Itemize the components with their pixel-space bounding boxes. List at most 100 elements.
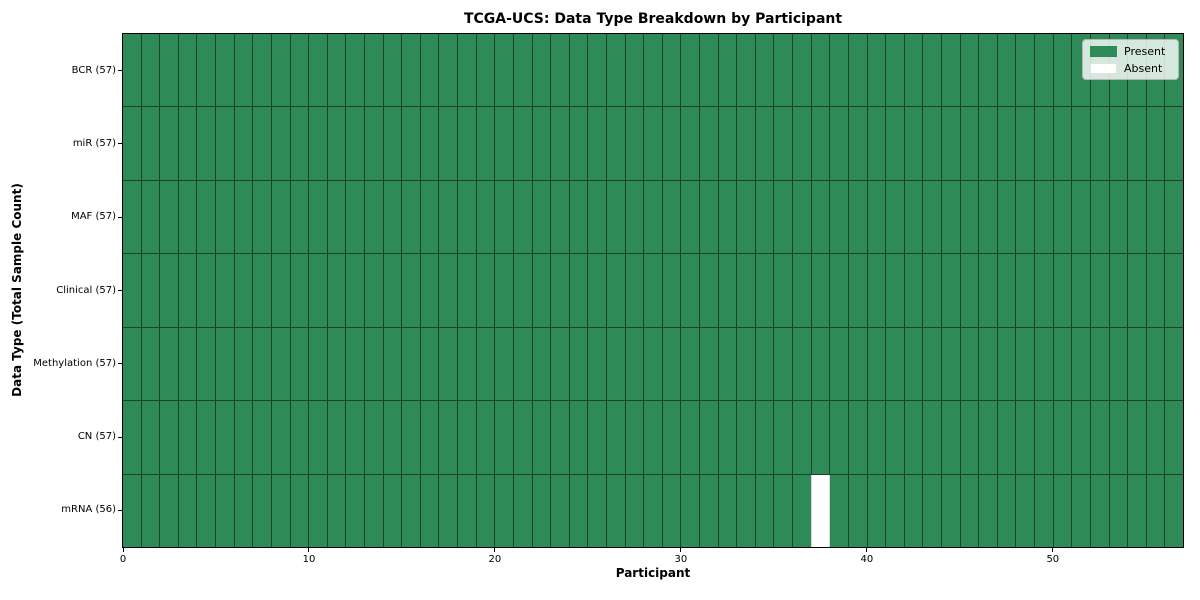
cell-MAF-p12-present <box>346 180 364 254</box>
cell-CN-p40-present <box>867 401 886 474</box>
cell-Clinical-p52-present <box>1090 254 1109 327</box>
cell-Methylation-p31-present <box>700 327 718 401</box>
cell-miR-p35-present <box>774 107 793 180</box>
cell-mRNA-p14-present <box>383 474 402 547</box>
cell-Clinical-p19-present <box>476 254 495 327</box>
cell-MAF-p5-present <box>216 180 234 254</box>
cell-MAF-p23-present <box>551 180 569 254</box>
cell-BCR-p15-present <box>402 34 420 107</box>
cell-Methylation-p12-present <box>346 327 364 401</box>
cell-miR-p23-present <box>551 107 569 180</box>
cell-Clinical-p41-present <box>886 254 904 327</box>
cell-Clinical-p34-present <box>755 254 774 327</box>
cell-CN-p15-present <box>402 401 420 474</box>
cell-CN-p21-present <box>513 401 532 474</box>
cell-MAF-p56-present <box>1165 180 1183 254</box>
y-tick-mark <box>118 363 122 365</box>
cell-MAF-p24-present <box>569 180 588 254</box>
cell-Methylation-p45-present <box>960 327 979 401</box>
cell-CN-p31-present <box>700 401 718 474</box>
cell-mRNA-p24-present <box>569 474 588 547</box>
cell-Clinical-p49-present <box>1035 254 1053 327</box>
cell-miR-p37-present <box>811 107 830 180</box>
cell-mRNA-p2-present <box>160 474 178 547</box>
cell-miR-p43-present <box>923 107 942 180</box>
cell-mRNA-p19-present <box>476 474 495 547</box>
chart-title: TCGA-UCS: Data Type Breakdown by Partici… <box>463 11 843 27</box>
cell-Methylation-p10-present <box>309 327 327 401</box>
cell-Clinical-p42-present <box>904 254 923 327</box>
cell-Methylation-p46-present <box>979 327 997 401</box>
cell-BCR-p11-present <box>327 34 346 107</box>
cell-mRNA-p44-present <box>942 474 960 547</box>
cell-BCR-p41-present <box>886 34 904 107</box>
cell-CN-p36-present <box>793 401 811 474</box>
cell-CN-p16-present <box>420 401 439 474</box>
cell-Methylation-p23-present <box>551 327 569 401</box>
cell-mRNA-p6-present <box>234 474 253 547</box>
cell-Clinical-p18-present <box>458 254 476 327</box>
cell-mRNA-p34-present <box>755 474 774 547</box>
cell-MAF-p28-present <box>644 180 662 254</box>
cell-Methylation-p6-present <box>234 327 253 401</box>
cell-mRNA-p35-present <box>774 474 793 547</box>
x-tick-label-20: 20 <box>488 554 502 565</box>
cell-CN-p13-present <box>364 401 383 474</box>
y-tick-label-Clinical: Clinical (57) <box>56 284 116 296</box>
cell-mRNA-p12-present <box>346 474 364 547</box>
cell-mRNA-p18-present <box>458 474 476 547</box>
cell-miR-p27-present <box>625 107 644 180</box>
cell-MAF-p26-present <box>606 180 625 254</box>
x-tick-mark <box>308 548 310 552</box>
cell-Methylation-p48-present <box>1016 327 1035 401</box>
legend-entry-present: Present <box>1090 44 1171 58</box>
cell-miR-p55-present <box>1146 107 1165 180</box>
cell-MAF-p21-present <box>513 180 532 254</box>
cell-CN-p47-present <box>997 401 1016 474</box>
cell-MAF-p34-present <box>755 180 774 254</box>
cell-CN-p33-present <box>737 401 755 474</box>
cell-Clinical-p53-present <box>1109 254 1128 327</box>
cell-BCR-p49-present <box>1035 34 1053 107</box>
cell-Clinical-p5-present <box>216 254 234 327</box>
cell-Methylation-p16-present <box>420 327 439 401</box>
cell-Clinical-p35-present <box>774 254 793 327</box>
cell-Methylation-p5-present <box>216 327 234 401</box>
cell-BCR-p31-present <box>700 34 718 107</box>
cell-CN-p51-present <box>1072 401 1090 474</box>
cell-miR-p54-present <box>1128 107 1146 180</box>
cell-Clinical-p43-present <box>923 254 942 327</box>
cell-Clinical-p23-present <box>551 254 569 327</box>
cell-BCR-p39-present <box>848 34 867 107</box>
cell-Clinical-p36-present <box>793 254 811 327</box>
cell-MAF-p38-present <box>830 180 848 254</box>
cell-BCR-p33-present <box>737 34 755 107</box>
y-tick-mark <box>118 436 122 438</box>
cell-miR-p31-present <box>700 107 718 180</box>
cell-BCR-p4-present <box>197 34 216 107</box>
cell-Methylation-p32-present <box>718 327 737 401</box>
cell-miR-p20-present <box>495 107 513 180</box>
cell-Clinical-p4-present <box>197 254 216 327</box>
cell-Clinical-p31-present <box>700 254 718 327</box>
cell-mRNA-p22-present <box>532 474 551 547</box>
cell-Clinical-p46-present <box>979 254 997 327</box>
cell-Clinical-p12-present <box>346 254 364 327</box>
cell-Clinical-p20-present <box>495 254 513 327</box>
cell-mRNA-p28-present <box>644 474 662 547</box>
x-tick-mark <box>494 548 496 552</box>
cell-miR-p49-present <box>1035 107 1053 180</box>
cell-Methylation-p52-present <box>1090 327 1109 401</box>
cell-Methylation-p4-present <box>197 327 216 401</box>
cell-mRNA-p32-present <box>718 474 737 547</box>
cell-Methylation-p47-present <box>997 327 1016 401</box>
cell-BCR-p50-present <box>1053 34 1072 107</box>
cell-mRNA-p7-present <box>253 474 271 547</box>
cell-BCR-p40-present <box>867 34 886 107</box>
cell-miR-p47-present <box>997 107 1016 180</box>
cell-Clinical-p54-present <box>1128 254 1146 327</box>
cell-Methylation-p56-present <box>1165 327 1183 401</box>
cell-miR-p26-present <box>606 107 625 180</box>
cell-CN-p30-present <box>681 401 700 474</box>
cell-mRNA-p26-present <box>606 474 625 547</box>
